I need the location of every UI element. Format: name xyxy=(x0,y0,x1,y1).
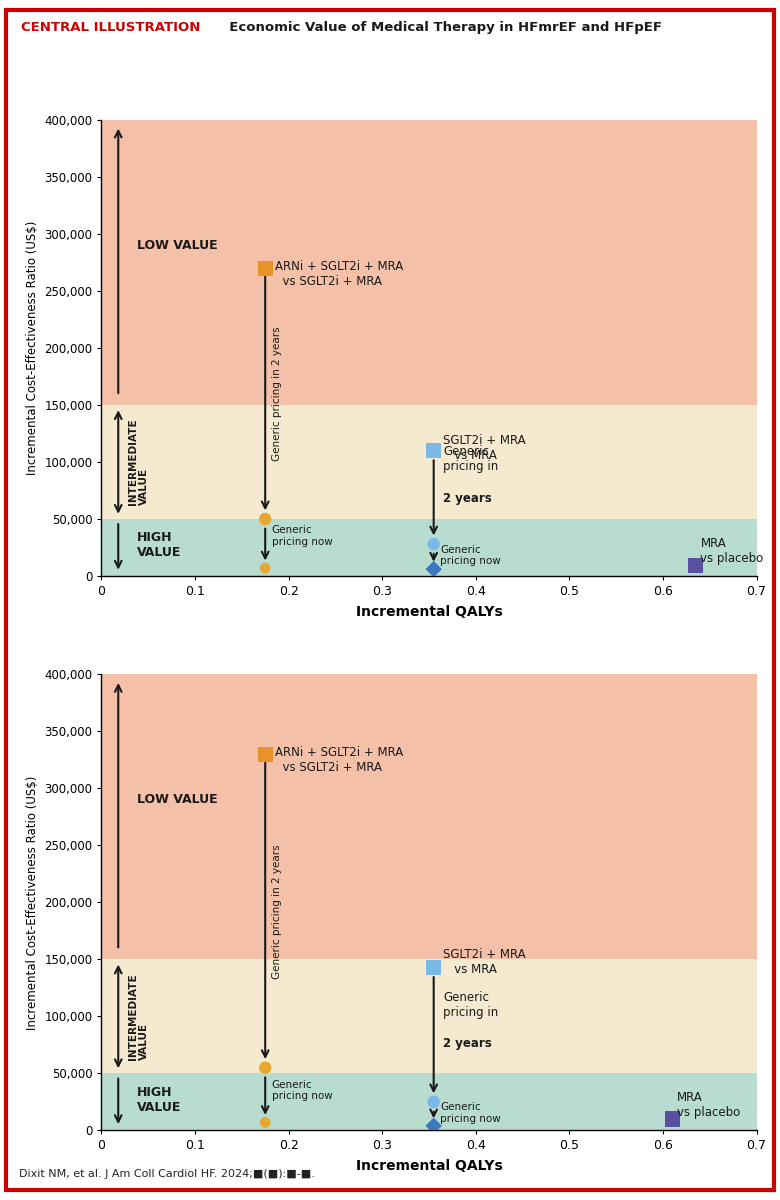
Text: CENTRAL ILLUSTRATION: CENTRAL ILLUSTRATION xyxy=(21,22,200,34)
Text: LOW VALUE: LOW VALUE xyxy=(137,793,218,806)
Text: Cost-Effectiveness of Medical Therapy (EF >52%): Cost-Effectiveness of Medical Therapy (E… xyxy=(179,634,601,648)
Point xyxy=(259,258,271,277)
Bar xyxy=(101,518,757,576)
Text: ARNi + SGLT2i + MRA
  vs SGLT2i + MRA: ARNi + SGLT2i + MRA vs SGLT2i + MRA xyxy=(275,260,402,288)
Bar xyxy=(101,960,757,1073)
Point xyxy=(690,556,702,575)
Text: SGLT2i + MRA
   vs MRA: SGLT2i + MRA vs MRA xyxy=(443,434,526,462)
Text: Generic
pricing in: Generic pricing in xyxy=(443,445,502,473)
Text: INTERMEDIATE
VALUE: INTERMEDIATE VALUE xyxy=(128,973,149,1060)
Point xyxy=(259,1112,271,1132)
Text: LOW VALUE: LOW VALUE xyxy=(137,239,218,252)
Text: Cost-Effectiveness of Medical Therapy (EF 45%-52%): Cost-Effectiveness of Medical Therapy (E… xyxy=(164,79,616,94)
Point xyxy=(427,1116,440,1135)
Text: Generic
pricing now: Generic pricing now xyxy=(271,526,332,547)
Text: Generic
pricing now: Generic pricing now xyxy=(440,545,501,566)
Text: Economic Value of Medical Therapy in HFmrEF and HFpEF: Economic Value of Medical Therapy in HFm… xyxy=(220,22,661,34)
Text: MRA
vs placebo: MRA vs placebo xyxy=(677,1091,740,1120)
Text: 2 years: 2 years xyxy=(443,492,492,505)
X-axis label: Incremental QALYs: Incremental QALYs xyxy=(356,605,502,619)
Bar xyxy=(101,404,757,518)
Y-axis label: Incremental Cost-Effectiveness Ratio (US$): Incremental Cost-Effectiveness Ratio (US… xyxy=(26,221,39,475)
Bar xyxy=(101,668,757,960)
Y-axis label: Incremental Cost-Effectiveness Ratio (US$): Incremental Cost-Effectiveness Ratio (US… xyxy=(26,775,39,1030)
Point xyxy=(259,1058,271,1078)
Point xyxy=(259,509,271,528)
Text: INTERMEDIATE
VALUE: INTERMEDIATE VALUE xyxy=(128,419,149,505)
X-axis label: Incremental QALYs: Incremental QALYs xyxy=(356,1159,502,1174)
Text: MRA
vs placebo: MRA vs placebo xyxy=(700,536,764,565)
Point xyxy=(427,440,440,460)
Point xyxy=(259,744,271,763)
Point xyxy=(427,534,440,553)
Text: Generic
pricing in: Generic pricing in xyxy=(443,991,502,1019)
Text: Generic
pricing now: Generic pricing now xyxy=(440,1103,501,1124)
Text: ARNi + SGLT2i + MRA
  vs SGLT2i + MRA: ARNi + SGLT2i + MRA vs SGLT2i + MRA xyxy=(275,746,402,774)
Point xyxy=(666,1109,679,1128)
Text: Generic
pricing now: Generic pricing now xyxy=(271,1080,332,1102)
Text: HIGH
VALUE: HIGH VALUE xyxy=(137,1086,181,1114)
Point xyxy=(259,558,271,577)
Point xyxy=(427,1092,440,1111)
Bar xyxy=(101,114,757,404)
Bar xyxy=(101,1073,757,1130)
Text: HIGH
VALUE: HIGH VALUE xyxy=(137,532,181,559)
Text: Generic pricing in 2 years: Generic pricing in 2 years xyxy=(271,845,282,979)
Text: 2 years: 2 years xyxy=(443,1037,492,1050)
Text: Generic pricing in 2 years: Generic pricing in 2 years xyxy=(271,326,282,461)
Point xyxy=(427,958,440,977)
Point xyxy=(427,559,440,578)
Text: SGLT2i + MRA
   vs MRA: SGLT2i + MRA vs MRA xyxy=(443,948,526,976)
Text: Dixit NM, et al. J Am Coll Cardiol HF. 2024;■(■):■-■.: Dixit NM, et al. J Am Coll Cardiol HF. 2… xyxy=(20,1169,315,1178)
